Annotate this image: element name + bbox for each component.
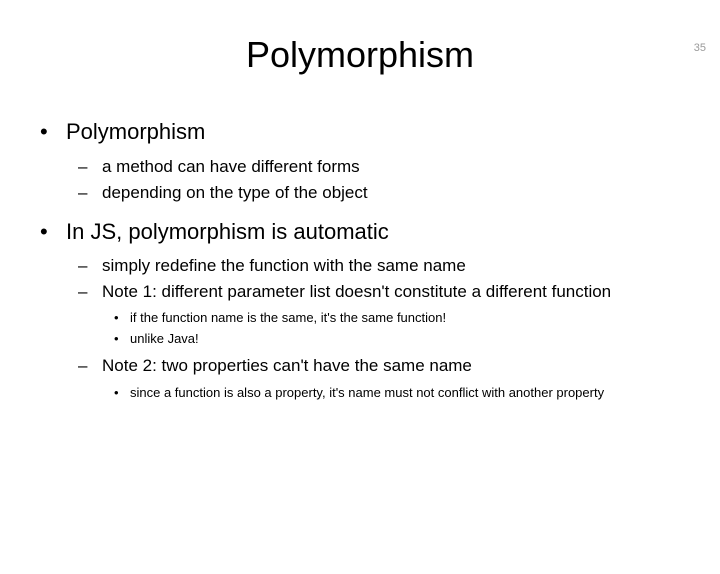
page-number: 35 <box>694 42 706 54</box>
bullet-dash-icon: – <box>78 356 102 376</box>
bullet-dash-icon: – <box>78 183 102 203</box>
bullet-text: Note 1: different parameter list doesn't… <box>102 281 611 303</box>
bullet-dash-icon: – <box>78 256 102 276</box>
bullet-text: unlike Java! <box>130 330 199 348</box>
bullet-text: Note 2: two properties can't have the sa… <box>102 355 472 377</box>
list-item: – depending on the type of the object <box>78 182 680 204</box>
slide: 35 Polymorphism • Polymorphism – a metho… <box>0 34 720 574</box>
list-item: – a method can have different forms <box>78 156 680 178</box>
bullet-text: if the function name is the same, it's t… <box>130 309 446 327</box>
list-item: • since a function is also a property, i… <box>114 384 680 402</box>
bullet-text: a method can have different forms <box>102 156 360 178</box>
list-item: • if the function name is the same, it's… <box>114 309 680 327</box>
list-item: • In JS, polymorphism is automatic – sim… <box>40 218 680 401</box>
bullet-list: • Polymorphism – a method can have diffe… <box>40 118 680 401</box>
sub-list: – simply redefine the function with the … <box>78 255 680 401</box>
slide-content: • Polymorphism – a method can have diffe… <box>0 118 720 401</box>
bullet-dash-icon: – <box>78 282 102 302</box>
sub-list: – a method can have different forms – de… <box>78 156 680 204</box>
list-item: • unlike Java! <box>114 330 680 348</box>
slide-title: Polymorphism <box>0 34 720 76</box>
bullet-text: In JS, polymorphism is automatic <box>66 218 389 246</box>
bullet-text: since a function is also a property, it'… <box>130 384 604 402</box>
bullet-disc-icon: • <box>114 310 130 325</box>
sub-sub-list: • since a function is also a property, i… <box>114 384 680 402</box>
sub-sub-list: • if the function name is the same, it's… <box>114 309 680 347</box>
bullet-text: depending on the type of the object <box>102 182 368 204</box>
bullet-text: Polymorphism <box>66 118 205 146</box>
list-item: • Polymorphism – a method can have diffe… <box>40 118 680 204</box>
bullet-disc-icon: • <box>114 385 130 400</box>
bullet-disc-icon: • <box>114 331 130 346</box>
bullet-disc-icon: • <box>40 221 66 243</box>
list-item: – Note 1: different parameter list doesn… <box>78 281 680 347</box>
bullet-dash-icon: – <box>78 157 102 177</box>
bullet-text: simply redefine the function with the sa… <box>102 255 466 277</box>
list-item: – Note 2: two properties can't have the … <box>78 355 680 401</box>
bullet-disc-icon: • <box>40 121 66 143</box>
list-item: – simply redefine the function with the … <box>78 255 680 277</box>
